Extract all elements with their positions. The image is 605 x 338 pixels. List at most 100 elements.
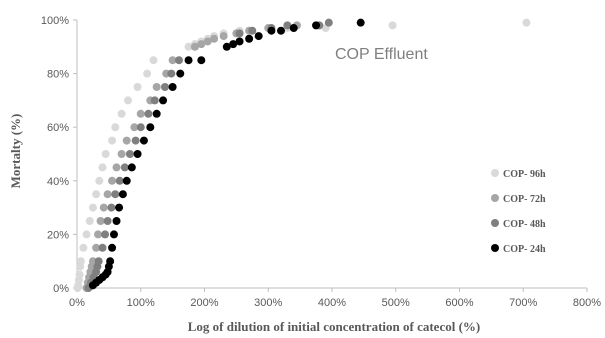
data-point [146,123,155,132]
data-point [175,56,183,65]
data-point [82,230,91,239]
data-point [111,123,120,132]
data-point [219,32,228,41]
data-point [101,150,110,158]
data-point [254,32,263,41]
data-point [324,18,333,27]
data-point [136,109,145,118]
x-tick-label: 0% [69,297,85,309]
x-tick-label: 700% [509,297,537,309]
data-point [356,18,365,27]
data-point [159,96,168,105]
data-point [109,230,118,239]
data-point [229,40,238,49]
data-point [112,217,121,225]
data-point [184,56,193,65]
legend-marker [491,244,499,252]
y-tick-label: 20% [47,229,69,241]
data-point [88,257,97,266]
legend-marker [491,219,499,227]
data-point [103,217,112,225]
data-point [197,56,206,65]
data-point [96,217,105,225]
data-point [190,42,199,51]
data-point [197,40,206,49]
legend-label: COP- 24h [503,244,546,255]
data-point [289,24,298,33]
data-point [176,69,185,78]
data-point [168,83,177,91]
data-point [92,190,101,199]
data-point [235,29,244,38]
data-point [125,150,134,158]
data-point [98,163,107,172]
x-axis-title: Log of dilution of initial concentration… [188,319,480,334]
data-point [120,163,129,172]
data-point [133,150,142,158]
data-point [139,136,148,145]
data-point [101,230,110,239]
x-tick-label: 100% [127,297,155,309]
data-point [99,203,108,212]
legend-label: COP- 96h [503,169,546,180]
chart-title: COP Effluent [335,46,428,63]
y-tick-label: 80% [47,69,69,81]
data-point [133,83,142,91]
data-point [76,257,85,266]
data-point [136,123,145,132]
data-point [150,96,159,105]
data-point [160,83,169,91]
x-tick-label: 300% [254,297,282,309]
data-point [122,136,131,145]
data-point [144,109,153,118]
data-point [235,37,244,46]
data-point [112,163,121,172]
data-point [168,56,177,65]
series-cop-24h [88,18,365,290]
data-point [127,163,136,172]
data-point [79,243,88,252]
y-tick-label: 0% [53,283,69,295]
series-cop-96h [73,18,531,292]
data-point [388,21,397,30]
data-point [94,230,103,239]
y-tick-label: 40% [47,176,69,188]
data-point [94,257,103,266]
x-tick-label: 600% [445,297,473,309]
legend-label: COP- 72h [503,194,546,205]
data-point [88,203,97,212]
x-tick-label: 500% [382,297,410,309]
data-points [73,18,531,292]
data-point [108,136,117,145]
data-point [312,21,321,30]
data-point [149,56,158,65]
data-point [98,243,107,252]
data-point [75,270,84,279]
data-point [115,176,124,185]
data-point [85,217,94,225]
data-point [522,18,531,27]
x-tick-label: 800% [573,297,601,309]
data-point [103,190,112,199]
data-point [115,203,124,212]
data-point [118,190,127,199]
y-axis-title: Mortalty (%) [8,114,23,189]
legend: COP- 96h COP- 72h COP- 48h COP- 24h [491,169,546,255]
data-point [152,83,161,91]
legend-marker [491,194,499,202]
data-point [210,34,219,43]
x-tick-label: 200% [190,297,218,309]
data-point [267,26,276,35]
data-point [245,34,254,43]
tick-labels: 0% 100% 200% 300% 400% 500% 600% 700% 800% 0% 20% 4… [41,15,601,309]
data-point [95,176,104,185]
data-point [184,42,193,51]
data-point [124,96,132,105]
x-tick-label: 400% [318,297,346,309]
data-point [283,21,292,30]
data-point [277,26,285,35]
y-tick-label: 60% [47,122,69,134]
data-point [106,257,115,266]
